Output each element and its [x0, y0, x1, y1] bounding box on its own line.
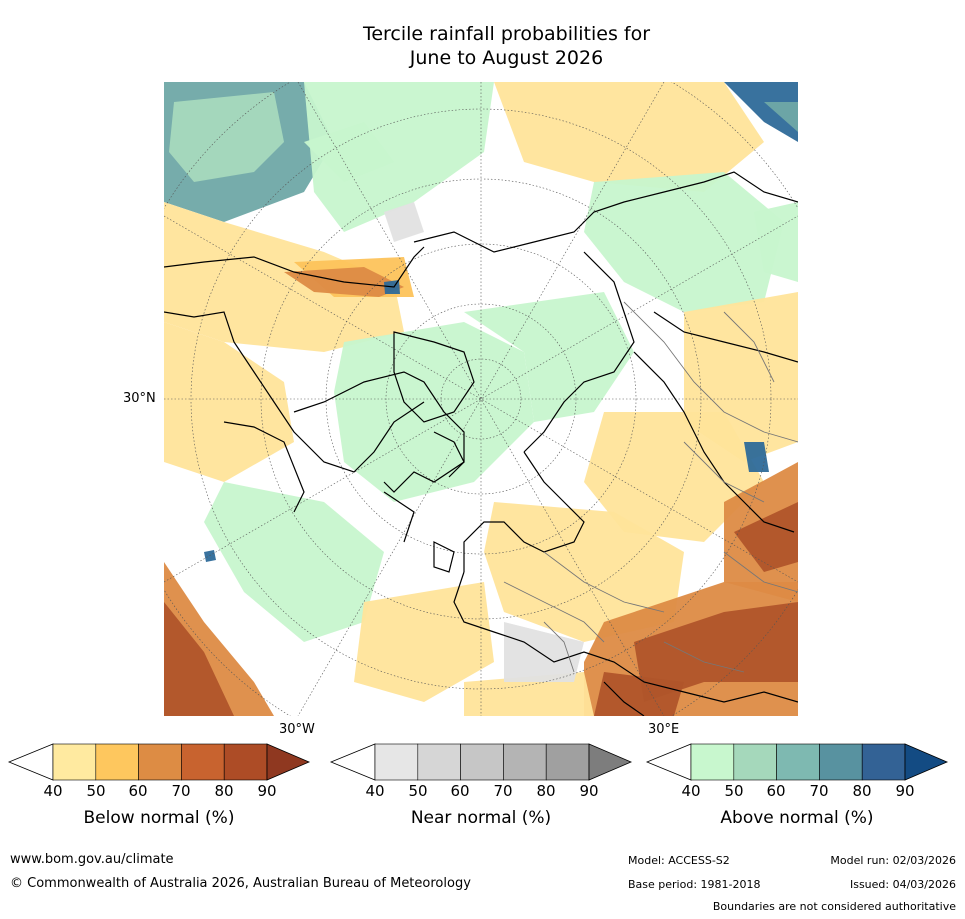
coastlines: [164, 171, 798, 716]
footer-copyright: © Commonwealth of Australia 2026, Austra…: [10, 876, 471, 891]
footer-issued: Issued: 04/03/2026: [849, 878, 956, 891]
footer-model: Model: ACCESS-S2: [628, 854, 730, 867]
tick-near-0: 40: [365, 782, 385, 800]
colorbar-above-bin-4: [861, 743, 906, 781]
colorbar-near-svg: [329, 743, 633, 781]
footer-disclaimer: Boundaries are not considered authoritat…: [712, 900, 956, 913]
colorbar-near-bin-2: [460, 743, 504, 781]
colorbar-below-max-arrow: [266, 743, 311, 781]
tick-below-4: 80: [214, 782, 234, 800]
lon-label-30w: 30°W: [279, 722, 315, 737]
colorbar-near-min-arrow: [329, 743, 376, 781]
colorbar-below-bin-1: [95, 743, 139, 781]
probability-field: [164, 82, 798, 716]
colorbar-below-label: Below normal (%): [83, 808, 235, 828]
colorbar-near-max-arrow: [588, 743, 633, 781]
tick-above-2: 60: [766, 782, 786, 800]
colorbar-above-bin-0: [690, 743, 735, 781]
tick-above-4: 80: [852, 782, 872, 800]
colorbar-near-ticks: 40 50 60 70 80 90: [331, 782, 631, 802]
colorbar-above-max-arrow: [904, 743, 949, 781]
tick-near-5: 90: [579, 782, 599, 800]
footer-model-run: Model run: 02/03/2026: [830, 854, 956, 867]
colorbar-above-ticks: 40 50 60 70 80 90: [647, 782, 947, 802]
colorbar-near-bin-3: [503, 743, 547, 781]
chart-title: Tercile rainfall probabilities for June …: [0, 22, 965, 70]
colorbar-below-bin-0: [52, 743, 97, 781]
tick-above-1: 50: [724, 782, 744, 800]
tick-below-1: 50: [86, 782, 106, 800]
colorbar-above-label: Above normal (%): [720, 808, 874, 828]
tick-above-5: 90: [895, 782, 915, 800]
colorbar-above-normal: [645, 743, 949, 781]
colorbar-below-bin-2: [138, 743, 182, 781]
colorbar-near-bin-1: [417, 743, 461, 781]
colorbar-near-label: Near normal (%): [410, 808, 552, 828]
colorbar-near-bin-0: [374, 743, 419, 781]
tick-above-3: 70: [809, 782, 829, 800]
graticule: [164, 82, 798, 716]
tick-below-5: 90: [257, 782, 277, 800]
country-borders: [503, 301, 798, 673]
colorbar-below-ticks: 40 50 60 70 80 90: [9, 782, 309, 802]
lon-label-30e: 30°E: [648, 722, 680, 737]
tick-near-2: 60: [450, 782, 470, 800]
lat-label-30n: 30°N: [123, 391, 156, 406]
colorbar-near-normal: [329, 743, 633, 781]
tick-near-3: 70: [493, 782, 513, 800]
colorbar-above-svg: [645, 743, 949, 781]
footer-base-period: Base period: 1981-2018: [628, 878, 761, 891]
colorbar-above-min-arrow: [645, 743, 692, 781]
tick-below-0: 40: [43, 782, 63, 800]
colorbar-below-bin-4: [223, 743, 268, 781]
tick-near-4: 80: [536, 782, 556, 800]
colorbar-above-bin-3: [819, 743, 863, 781]
colorbar-below-bin-3: [181, 743, 225, 781]
tick-below-2: 60: [128, 782, 148, 800]
title-line-1: Tercile rainfall probabilities for: [362, 23, 651, 45]
colorbar-above-bin-2: [776, 743, 820, 781]
footer-website: www.bom.gov.au/climate: [10, 852, 174, 867]
tick-above-0: 40: [681, 782, 701, 800]
colorbar-below-normal: [7, 743, 311, 781]
colorbar-near-bin-4: [545, 743, 590, 781]
colorbar-above-bin-1: [733, 743, 777, 781]
tick-below-3: 70: [171, 782, 191, 800]
title-line-2: June to August 2026: [409, 47, 604, 69]
colorbar-below-min-arrow: [7, 743, 54, 781]
map-canvas: [164, 82, 798, 716]
tick-near-1: 50: [408, 782, 428, 800]
polar-map: [164, 82, 798, 716]
colorbar-below-svg: [7, 743, 311, 781]
